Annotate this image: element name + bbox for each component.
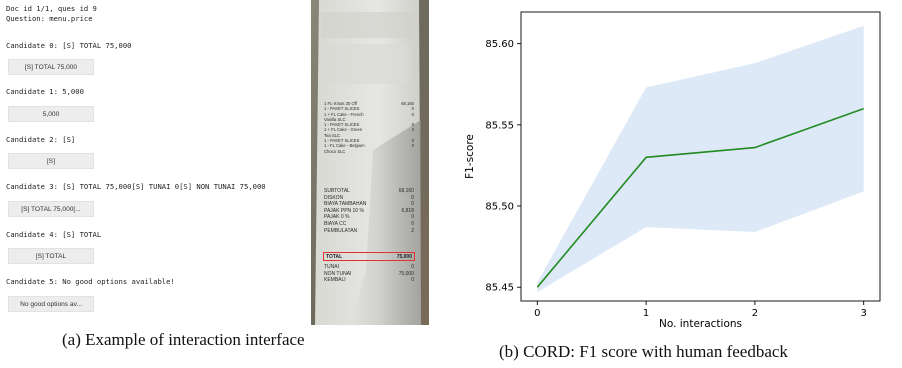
y-axis-label: F1-score xyxy=(464,134,476,179)
receipt-item-price: 68,160 xyxy=(398,188,414,194)
receipt-row: BIAYA TAMBAHAN 0 xyxy=(324,201,414,208)
x-tick-label: 3 xyxy=(860,308,866,319)
receipt-row: 1 - PAKET SLICES 0 xyxy=(324,138,414,143)
y-tick-label: 85.50 xyxy=(485,202,514,213)
receipt-item-price: 0 xyxy=(411,111,414,117)
x-axis-label: No. interactions xyxy=(659,318,742,330)
doc-id-line: Doc id 1/1, ques id 9 xyxy=(6,4,97,13)
receipt-row: 1 + FL Cake - Green 3 xyxy=(324,127,414,132)
receipt-image xyxy=(311,0,429,325)
receipt-row: KEMBALI 0 xyxy=(324,277,414,284)
receipt-item-name: BIAYA TAMBAHAN xyxy=(324,201,367,208)
receipt-item-name: 1 - PAKET SLICES xyxy=(324,122,360,128)
f1-chart-svg: 0 1 2 3 85.45 85.50 85.55 85.60 No. interaction… xyxy=(464,11,881,330)
candidate-2-label: Candidate 2: [S] xyxy=(6,135,76,144)
interaction-interface: Doc id 1/1, ques id 9 Question: menu.pri… xyxy=(6,0,302,325)
receipt-row: Vanilla SLC xyxy=(324,117,414,122)
receipt-item-price: 0 xyxy=(411,277,414,284)
f1-series-line xyxy=(536,107,864,288)
f1-chart: 0 1 2 3 85.45 85.50 85.55 85.60 No. interaction… xyxy=(456,0,902,340)
receipt-item-name: PEMBULATAN xyxy=(324,227,358,234)
candidate-5-button[interactable]: No good options av... xyxy=(8,296,94,312)
receipt-item-name: PAJAK 0 % xyxy=(324,214,350,221)
receipt-item-price: 68,160 xyxy=(401,101,414,106)
receipt-item-price: 0 xyxy=(411,220,414,227)
receipt-row: 1 - FL Cake - Belgium 0 xyxy=(324,143,414,148)
candidate-1-button[interactable]: 5,000 xyxy=(8,106,94,122)
receipt-item-name: SUBTOTAL xyxy=(324,188,350,194)
receipt-total-highlight: TOTAL 75,000 xyxy=(323,252,415,261)
receipt-item-name: 1 - PAKET SLICES xyxy=(324,106,360,112)
receipt-row: 1 + FL Cake - French 0 xyxy=(324,112,414,117)
receipt-item-name: 1 - PAKET SLICES xyxy=(324,138,360,144)
receipt-row: PAJAK 0 % 0 xyxy=(324,214,414,221)
confidence-band xyxy=(537,25,864,293)
receipt-row: 1 - PAKET SLICES 0 xyxy=(324,106,414,111)
receipt-item-price: 75,000 xyxy=(398,270,414,277)
receipt-row: Choco SLC xyxy=(324,149,414,154)
receipt-row: NON TUNAI 75,000 xyxy=(324,271,414,278)
receipt-row: TUNAI 0 xyxy=(324,264,414,271)
x-tick-label: 2 xyxy=(752,308,758,319)
receipt-total-value: 75,000 xyxy=(396,253,412,260)
x-tick-label: 1 xyxy=(643,308,649,319)
candidate-5-label: Candidate 5: No good options available! xyxy=(6,277,175,286)
candidate-1-label: Candidate 1: 5,000 xyxy=(6,87,84,96)
receipt-row: Tea SLC xyxy=(324,133,414,138)
receipt-item-name: 1 + FL Cake - French xyxy=(324,111,364,117)
receipt-row: 1 - PAKET SLICES 0 xyxy=(324,122,414,127)
receipt-item-price: 0 xyxy=(411,201,414,208)
receipt-row: DISKON 0 xyxy=(324,195,414,202)
candidate-3-label: Candidate 3: [S] TOTAL 75,000[S] TUNAI 0… xyxy=(6,182,266,191)
candidate-0-button[interactable]: [S] TOTAL 75,000 xyxy=(8,59,94,75)
receipt-item-name: Vanilla SLC xyxy=(324,116,346,122)
receipt-total-label: TOTAL xyxy=(326,253,343,260)
y-tick-label: 85.60 xyxy=(485,39,514,50)
receipt-item-price: 2 xyxy=(411,227,414,234)
plot-frame xyxy=(520,11,881,302)
receipt-item-name: KEMBALI xyxy=(324,277,346,284)
receipt-row: 1 FL-Xmas 30 Off 68,160 xyxy=(324,101,414,106)
question-line: Question: menu.price xyxy=(6,14,93,23)
candidate-2-button[interactable]: [S] xyxy=(8,153,94,169)
receipt-item-name: 1 + FL Cake - Green xyxy=(324,127,363,133)
receipt-item-name: BIAYA CC xyxy=(324,220,347,227)
receipt-photo: 1 FL-Xmas 30 Off 68,160 1 - PAKET SLICES 0… xyxy=(311,0,429,325)
candidate-4-label: Candidate 4: [S] TOTAL xyxy=(6,230,102,239)
receipt-items: 1 FL-Xmas 30 Off 68,160 1 - PAKET SLICES 0… xyxy=(324,101,414,154)
receipt-item-price: 3 xyxy=(411,127,414,133)
receipt-item-name: Choco SLC xyxy=(324,148,346,154)
candidate-0-label: Candidate 0: [S] TOTAL 75,000 xyxy=(6,41,132,50)
caption-a: (a) Example of interaction interface xyxy=(62,330,305,349)
receipt-row: PEMBULATAN 2 xyxy=(324,228,414,235)
x-tick-label: 0 xyxy=(534,308,540,319)
receipt-row: PAJAK PPN 10 % 6,818 xyxy=(324,208,414,215)
receipt-payment: TUNAI 0 NON TUNAI 75,000 KEMBALI 0 xyxy=(324,264,414,284)
receipt-item-price: 0 xyxy=(411,264,414,270)
receipt-item-name: 1 - FL Cake - Belgium xyxy=(324,143,365,149)
receipt-item-name: TUNAI xyxy=(324,264,339,270)
receipt-item-name: DISKON xyxy=(324,194,344,201)
receipt-item-price: 0 xyxy=(411,106,414,112)
receipt-item-name: 1 FL-Xmas 30 Off xyxy=(324,101,357,106)
receipt-item-name: NON TUNAI xyxy=(324,270,352,277)
receipt-item-price: 6,818 xyxy=(401,207,414,214)
receipt-summary: SUBTOTAL 68,160 DISKON 0 BIAYA TAMBAHAN 0 P… xyxy=(324,188,414,234)
receipt-item-price: 0 xyxy=(411,138,414,144)
caption-b: (b) CORD: F1 score with human feedback xyxy=(499,342,788,361)
receipt-item-price: 0 xyxy=(411,143,414,149)
receipt-item-name: PAJAK PPN 10 % xyxy=(324,207,364,214)
candidate-3-button[interactable]: [S] TOTAL 75,000[... xyxy=(8,201,94,217)
y-tick-label: 85.45 xyxy=(485,283,514,294)
receipt-row: BIAYA CC 0 xyxy=(324,221,414,228)
receipt-item-price: 0 xyxy=(411,214,414,221)
receipt-item-name: Tea SLC xyxy=(324,132,341,138)
y-tick-label: 85.55 xyxy=(485,120,514,131)
receipt-item-price: 0 xyxy=(411,122,414,128)
receipt-item-price: 0 xyxy=(411,194,414,201)
candidate-4-button[interactable]: [S] TOTAL xyxy=(8,248,94,264)
receipt-row: SUBTOTAL 68,160 xyxy=(324,188,414,195)
